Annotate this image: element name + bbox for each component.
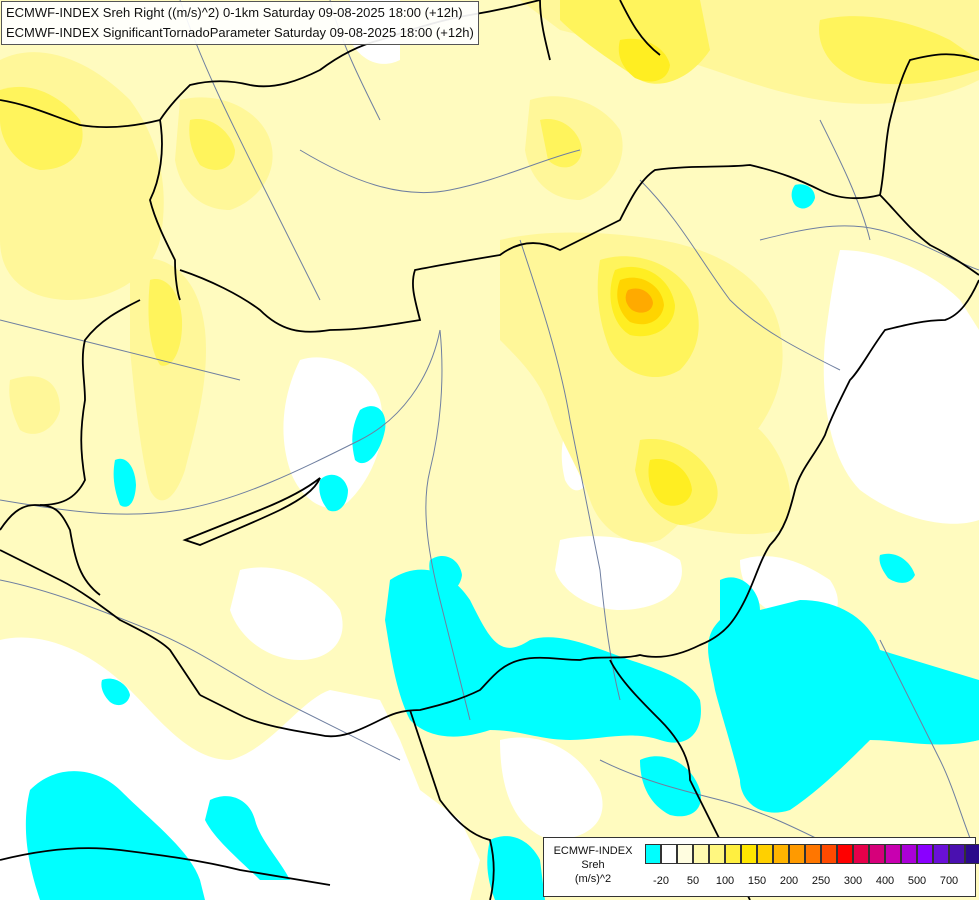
negative-value-areas [25, 184, 979, 900]
legend-title: ECMWF-INDEX [553, 845, 633, 857]
legend-swatch [965, 844, 979, 864]
legend-tick-label: 100 [715, 875, 735, 887]
legend-swatch [773, 844, 789, 864]
legend-tick-label: 700 [939, 875, 959, 887]
legend-swatch [677, 844, 693, 864]
legend-swatch [741, 844, 757, 864]
legend-swatch [789, 844, 805, 864]
legend-swatch [837, 844, 853, 864]
legend-swatch [757, 844, 773, 864]
legend-swatch [709, 844, 725, 864]
legend-swatch [869, 844, 885, 864]
legend-swatch [725, 844, 741, 864]
legend-swatch [693, 844, 709, 864]
color-legend: ECMWF-INDEX Sreh (m/s)^2 -20 50 100 150 200 2… [543, 837, 979, 897]
legend-swatch [805, 844, 821, 864]
legend-title-block: ECMWF-INDEX Sreh (m/s)^2 [547, 844, 639, 886]
legend-swatch [933, 844, 949, 864]
legend-param: Sreh [581, 859, 605, 871]
legend-tick-label: 200 [779, 875, 799, 887]
legend-unit: (m/s)^2 [574, 873, 612, 885]
legend-tick-label: 300 [843, 875, 863, 887]
max-value-areas [610, 38, 692, 506]
legend-swatch [645, 844, 661, 864]
legend-tick-label: 150 [747, 875, 767, 887]
legend-swatch [661, 844, 677, 864]
header-line-2: ECMWF-INDEX SignificantTornadoParameter … [6, 25, 474, 40]
legend-swatch [949, 844, 965, 864]
legend-tick-label: 500 [907, 875, 927, 887]
legend-swatch [885, 844, 901, 864]
legend-tick-label: -20 [653, 875, 669, 887]
map-header: ECMWF-INDEX Sreh Right ((m/s)^2) 0-1km S… [1, 1, 479, 45]
rivers [0, 0, 979, 861]
legend-swatch [821, 844, 837, 864]
legend-tick-label: 250 [811, 875, 831, 887]
header-line-1: ECMWF-INDEX Sreh Right ((m/s)^2) 0-1km S… [6, 5, 463, 20]
legend-tick-label: 400 [875, 875, 895, 887]
legend-tick-label: 50 [686, 875, 700, 887]
legend-swatch [917, 844, 933, 864]
legend-swatch [901, 844, 917, 864]
legend-swatch [853, 844, 869, 864]
